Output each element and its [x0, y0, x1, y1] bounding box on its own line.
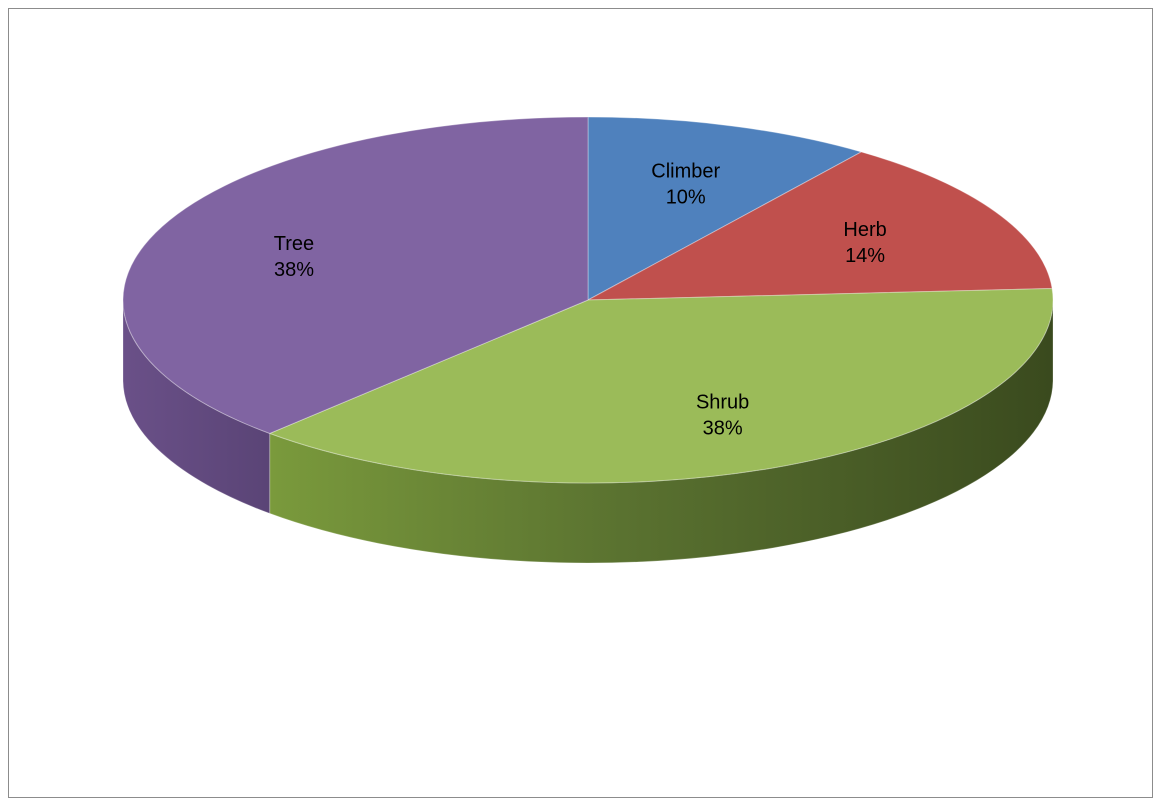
slice-percent-shrub: 38% — [703, 418, 743, 440]
pie-slice-herb — [587, 151, 1053, 301]
slice-label-tree: Tree — [274, 233, 314, 255]
slice-percent-tree: 38% — [274, 259, 314, 281]
slice-label-herb: Herb — [843, 219, 886, 241]
pie-slice-climber — [587, 116, 863, 301]
slice-percent-climber: 10% — [666, 187, 706, 209]
pie-chart: Climber 10% Herb 14% Shrub 38% Tree 38% — [122, 116, 1054, 564]
slice-label-shrub: Shrub — [696, 392, 749, 414]
pie-slice-tree — [122, 116, 589, 434]
pie-slice-shrub — [268, 287, 1054, 484]
slice-label-climber: Climber — [651, 161, 720, 183]
slice-percent-herb: 14% — [845, 245, 885, 267]
